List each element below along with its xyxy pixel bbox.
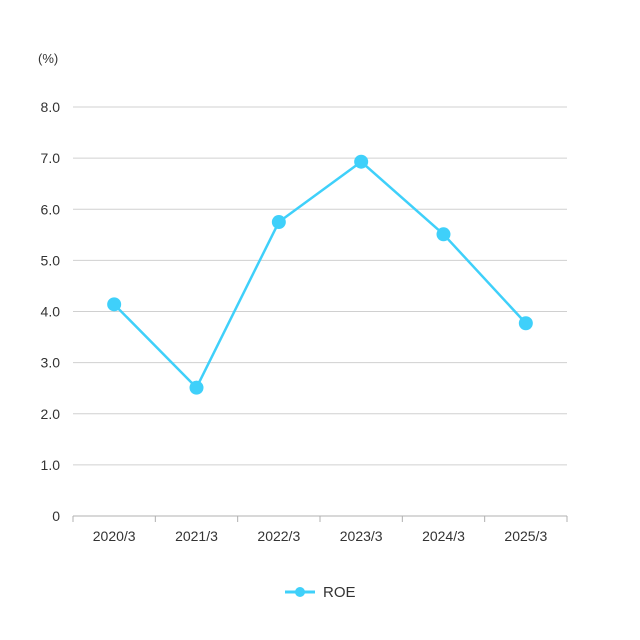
x-axis: 2020/3 2021/3 2022/3 2023/3 2024/3 2025/3 xyxy=(72,515,568,544)
series-layer xyxy=(107,154,533,395)
y-tick-label: 5.0 xyxy=(41,252,61,268)
data-point xyxy=(354,154,369,169)
legend[interactable]: ROE xyxy=(285,584,356,601)
x-tick-label: 2023/3 xyxy=(340,528,383,544)
y-axis-ticks: 0 1.0 2.0 3.0 4.0 5.0 6.0 7.0 8.0 xyxy=(41,99,61,524)
x-tick-label: 2021/3 xyxy=(175,528,218,544)
data-point xyxy=(271,215,286,230)
y-tick-label: 6.0 xyxy=(41,201,61,217)
y-tick-label: 4.0 xyxy=(41,304,61,320)
y-tick-label: 2.0 xyxy=(41,406,61,422)
y-tick-label: 1.0 xyxy=(41,457,61,473)
x-tick-label: 2020/3 xyxy=(93,528,136,544)
data-point xyxy=(189,380,204,395)
data-point xyxy=(107,297,122,312)
y-tick-label: 3.0 xyxy=(41,355,61,371)
x-tick-label: 2022/3 xyxy=(257,528,300,544)
series-line-roe xyxy=(113,160,527,389)
y-tick-label: 0 xyxy=(52,508,60,524)
x-tick-label: 2025/3 xyxy=(504,528,547,544)
data-point xyxy=(518,316,533,331)
data-point xyxy=(436,227,451,242)
y-tick-label: 8.0 xyxy=(41,99,61,115)
legend-marker-swatch xyxy=(295,587,305,597)
legend-label-roe: ROE xyxy=(323,584,356,601)
y-tick-label: 7.0 xyxy=(41,150,61,166)
x-tick-label: 2024/3 xyxy=(422,528,465,544)
y-axis-unit-label: (%) xyxy=(38,51,58,66)
gridlines xyxy=(73,106,567,466)
